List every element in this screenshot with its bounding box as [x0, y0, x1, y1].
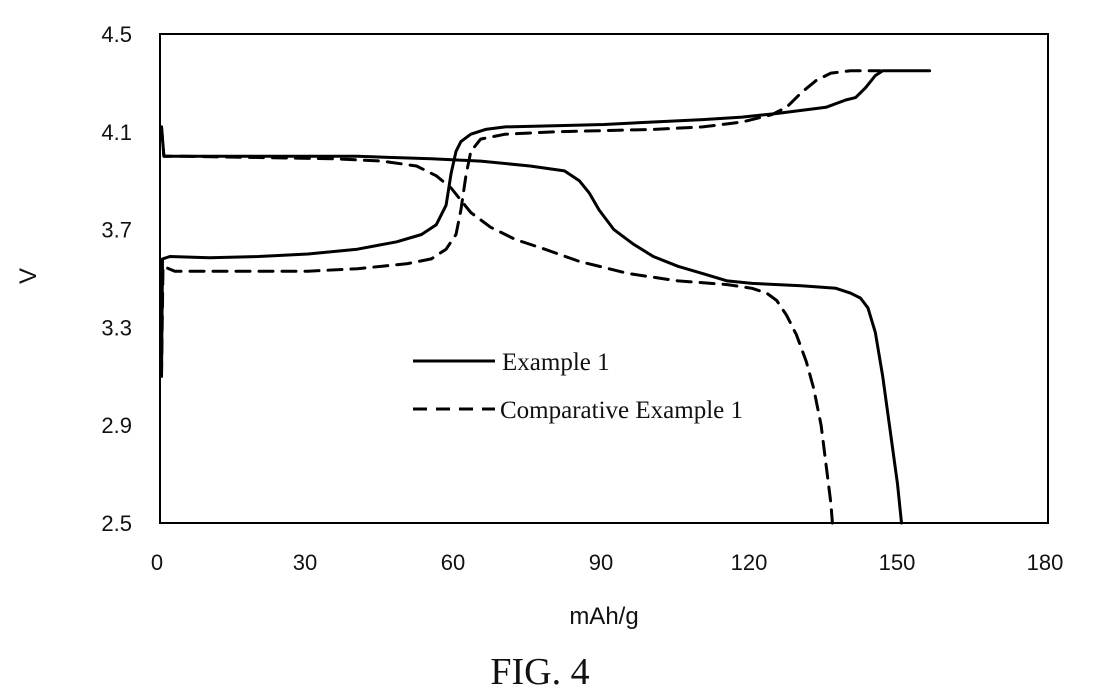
y-axis-label: V	[15, 268, 42, 284]
x-tick-label: 30	[293, 550, 317, 575]
y-tick-label: 3.3	[101, 315, 132, 340]
plot-frame	[160, 34, 1048, 523]
x-tick-labels: 0 30 60 90 120 150 180	[151, 550, 1063, 575]
y-tick-labels: 2.5 2.9 3.3 3.7 4.1 4.5	[101, 22, 132, 536]
x-tick-label: 150	[879, 550, 916, 575]
figure-caption: FIG. 4	[490, 651, 589, 688]
series-line-example-1-charge	[162, 71, 930, 377]
x-tick-label: 180	[1027, 550, 1064, 575]
series-line-example-1-discharge	[162, 127, 902, 523]
y-tick-label: 2.5	[101, 511, 132, 536]
legend-label-comparative-example-1: Comparative Example 1	[500, 397, 743, 424]
legend-label-example-1: Example 1	[502, 349, 610, 376]
y-tick-label: 3.7	[101, 218, 132, 243]
x-axis-label: mAh/g	[569, 603, 638, 630]
y-tick-label: 4.5	[101, 22, 132, 47]
series-line-comparative-example-1-charge	[162, 71, 881, 377]
x-tick-label: 60	[441, 550, 465, 575]
legend: Example 1 Comparative Example 1	[413, 349, 743, 424]
series-layer	[162, 71, 930, 523]
series-line-comparative-example-1-discharge	[162, 127, 833, 523]
y-tick-label: 2.9	[101, 413, 132, 438]
x-tick-label: 90	[589, 550, 613, 575]
y-tick-label: 4.1	[101, 120, 132, 145]
x-tick-label: 0	[151, 550, 163, 575]
x-tick-label: 120	[731, 550, 768, 575]
